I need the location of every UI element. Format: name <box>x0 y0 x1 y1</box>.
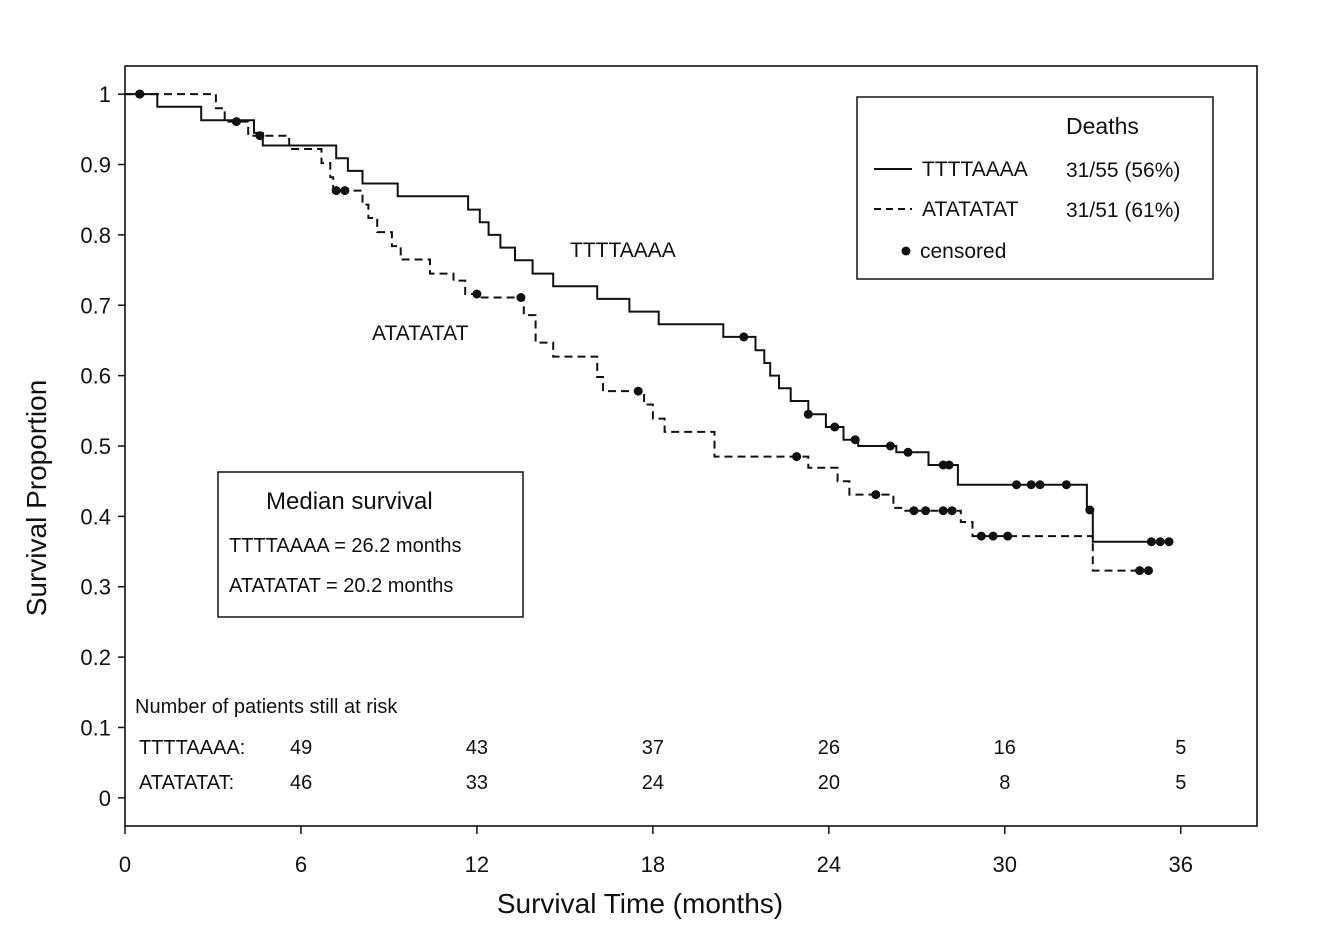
censored-point-atatatat <box>792 452 802 462</box>
at-risk-value: 5 <box>1175 772 1186 794</box>
at-risk-label-atatatat: ATATATAT: <box>139 772 234 794</box>
at-risk-table: Number of patients still at risk TTTTAAA… <box>135 696 1186 794</box>
y-tick-label: 0.7 <box>80 293 111 318</box>
series-line-atatatat <box>125 93 1149 572</box>
censored-point-atatatat <box>331 186 341 196</box>
censored-point-ttttaaaa <box>903 447 913 457</box>
legend-label-atatatat: ATATATAT <box>922 198 1019 221</box>
censored-point-atatatat <box>909 506 919 516</box>
legend-censored-label: censored <box>920 240 1006 263</box>
at-risk-value: 26 <box>818 737 840 759</box>
y-tick-label: 0.6 <box>80 364 111 389</box>
censored-point-atatatat <box>633 386 643 396</box>
censored-point-atatatat <box>231 117 241 127</box>
at-risk-value: 46 <box>290 772 312 794</box>
at-risk-label-ttttaaaa: TTTTAAAA: <box>139 737 245 759</box>
at-risk-value: 43 <box>466 737 488 759</box>
at-risk-title: Number of patients still at risk <box>135 696 398 718</box>
censored-point-ttttaaaa <box>1012 480 1021 490</box>
at-risk-value: 8 <box>999 772 1010 794</box>
legend-label-ttttaaaa: TTTTAAAA <box>922 158 1028 181</box>
median-atatatat: ATATATAT = 20.2 months <box>229 575 453 597</box>
at-risk-value: 33 <box>466 772 488 794</box>
legend-stat-ttttaaaa: 31/55 (56%) <box>1066 159 1180 182</box>
censored-point-ttttaaaa <box>885 441 895 451</box>
censored-point-ttttaaaa <box>1155 537 1165 547</box>
survival-curves <box>125 93 1169 572</box>
median-survival-box: Median survival TTTTAAAA = 26.2 months A… <box>217 471 524 618</box>
censored-point-atatatat <box>976 531 986 541</box>
censored-point-ttttaaaa <box>850 435 860 445</box>
x-tick-label: 0 <box>119 852 131 877</box>
x-tick-label: 24 <box>817 852 841 877</box>
y-tick-label: 0.3 <box>80 575 111 600</box>
censored-point-ttttaaaa <box>944 460 954 470</box>
x-axis-title: Survival Time (months) <box>497 888 783 919</box>
censored-point-ttttaaaa <box>803 409 813 419</box>
y-tick-label: 0 <box>99 786 111 811</box>
y-axis-title: Survival Proportion <box>21 380 52 617</box>
at-risk-value: 20 <box>818 772 840 794</box>
median-title: Median survival <box>266 488 433 515</box>
median-box <box>217 471 524 618</box>
x-tick-label: 12 <box>465 852 489 877</box>
legend: Deaths TTTTAAAA 31/55 (56%) ATATATAT 31/… <box>856 96 1214 280</box>
median-ttttaaaa: TTTTAAAA = 26.2 months <box>229 535 462 557</box>
y-axis-ticks: 0 0.1 0.2 0.3 0.4 0.5 0.6 0.7 0.8 0.9 1 <box>80 82 125 811</box>
y-tick-label: 0.2 <box>80 645 111 670</box>
x-tick-label: 30 <box>993 852 1017 877</box>
censored-point-atatatat <box>871 490 881 500</box>
censored-point-atatatat <box>1135 566 1145 576</box>
y-tick-label: 0.9 <box>80 153 111 178</box>
censored-point-atatatat <box>516 293 526 302</box>
censored-point-ttttaaaa <box>1026 480 1036 490</box>
censored-point-ttttaaaa <box>1035 480 1045 490</box>
y-tick-label: 0.5 <box>80 434 111 459</box>
legend-censored-dot <box>901 246 911 256</box>
series-line-ttttaaaa <box>125 93 1169 543</box>
curve-label-atatatat: ATATATAT <box>372 322 469 345</box>
at-risk-value: 16 <box>994 737 1016 759</box>
censored-point-ttttaaaa <box>1085 505 1095 515</box>
x-tick-label: 6 <box>295 852 307 877</box>
legend-stat-atatatat: 31/51 (61%) <box>1066 199 1180 222</box>
censored-point-ttttaaaa <box>830 422 840 432</box>
censored-point-ttttaaaa <box>1061 480 1071 490</box>
at-risk-value: 49 <box>290 737 312 759</box>
censored-point-atatatat <box>340 186 350 196</box>
censored-point-atatatat <box>921 506 931 516</box>
y-tick-label: 1 <box>99 82 111 107</box>
censored-point-atatatat <box>938 506 948 516</box>
at-risk-value: 5 <box>1175 737 1186 759</box>
censored-markers <box>135 89 1174 576</box>
censored-point-atatatat <box>988 531 998 541</box>
x-axis-ticks: 0 6 12 18 24 30 36 <box>119 826 1193 877</box>
legend-box <box>856 96 1214 280</box>
censored-point-atatatat <box>255 131 265 141</box>
y-tick-label: 0.1 <box>80 715 111 740</box>
censored-point-atatatat <box>1003 531 1013 541</box>
censored-point-atatatat <box>135 89 145 99</box>
censored-point-atatatat <box>947 506 957 516</box>
censored-point-atatatat <box>1144 566 1153 576</box>
curve-label-ttttaaaa: TTTTAAAA <box>570 239 676 262</box>
censored-point-ttttaaaa <box>1164 537 1174 547</box>
y-tick-label: 0.4 <box>80 504 111 529</box>
y-tick-label: 0.8 <box>80 223 111 248</box>
censored-point-atatatat <box>472 289 482 299</box>
x-tick-label: 36 <box>1169 852 1193 877</box>
at-risk-value: 24 <box>642 772 664 794</box>
at-risk-value: 37 <box>642 737 664 759</box>
x-tick-label: 18 <box>641 852 665 877</box>
legend-title: Deaths <box>1066 113 1139 139</box>
censored-point-ttttaaaa <box>1146 537 1156 547</box>
censored-point-ttttaaaa <box>739 332 749 342</box>
